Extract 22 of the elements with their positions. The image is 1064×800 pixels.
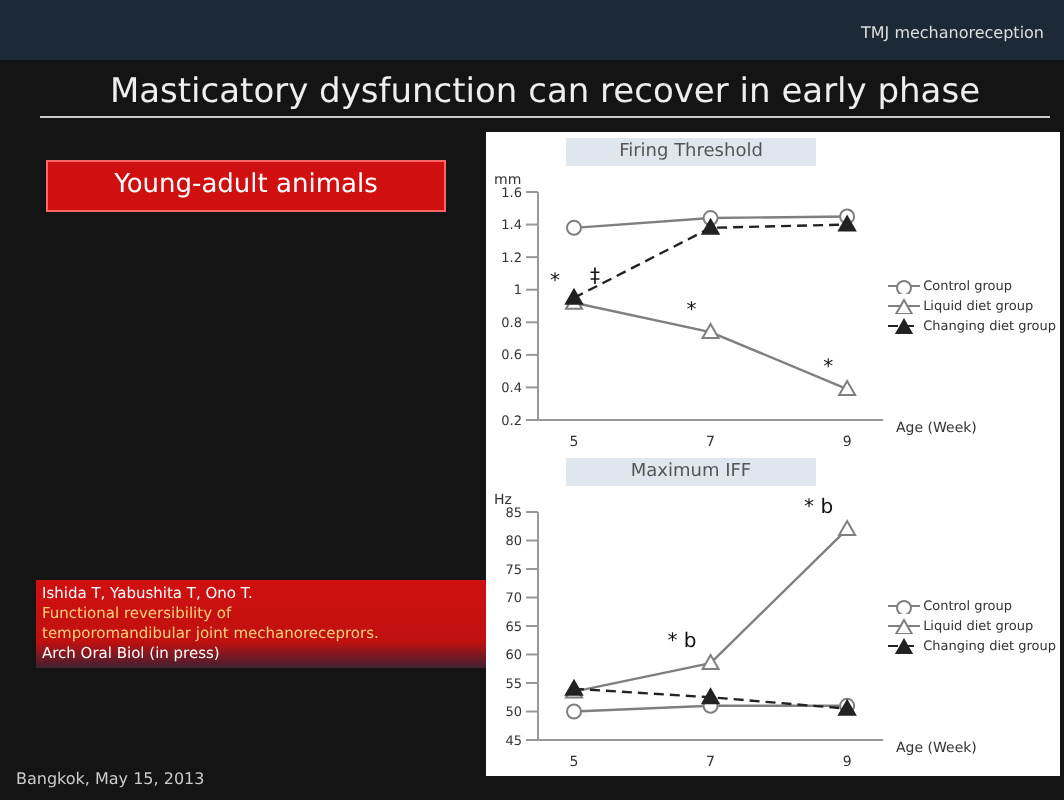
annotation: * b <box>804 497 834 520</box>
text: Bangkok, May 15, 2013 <box>16 770 205 788</box>
chart-title: Firing Threshold <box>566 138 816 166</box>
annotation: * <box>550 270 560 293</box>
chart-title: Maximum IFF <box>566 458 816 486</box>
point <box>701 688 720 705</box>
text: Masticatory dysfunction can recover in early phase <box>40 72 1050 118</box>
point <box>566 219 582 236</box>
point <box>701 218 720 235</box>
annotation: ‡ <box>590 265 600 288</box>
annotation: * <box>686 300 697 323</box>
text: TMJ mechanoreception <box>861 24 1044 42</box>
point <box>838 380 857 397</box>
text: Young-adult animals <box>46 160 446 212</box>
point <box>701 323 720 340</box>
point <box>565 288 583 305</box>
point <box>838 520 857 537</box>
annotation: * <box>823 357 834 380</box>
annotation: * b <box>667 631 697 654</box>
point <box>566 703 582 720</box>
point <box>701 654 720 671</box>
point <box>838 215 857 232</box>
